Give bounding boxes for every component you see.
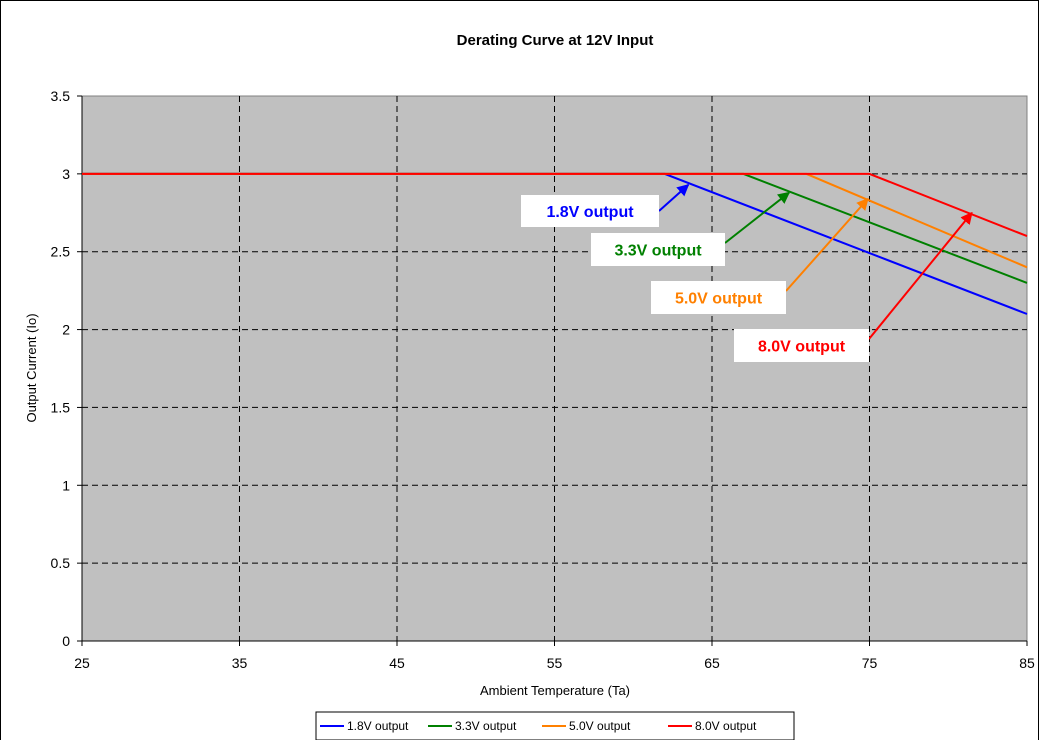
x-tick-label: 55: [547, 655, 563, 671]
annotation-3-3v-output: 3.3V output: [591, 191, 791, 266]
x-tick-label: 35: [232, 655, 248, 671]
y-tick-label: 1.5: [51, 399, 71, 415]
annotation-label: 3.3V output: [614, 243, 702, 260]
annotation-arrow: [658, 183, 690, 212]
annotation-label: 5.0V output: [675, 291, 763, 308]
legend-label: 5.0V output: [569, 719, 631, 733]
legend-item-8-0v-output: 8.0V output: [668, 719, 757, 733]
x-axis-title: Ambient Temperature (Ta): [480, 683, 630, 698]
annotation-label: 1.8V output: [546, 204, 634, 221]
y-tick-label: 2: [62, 322, 70, 338]
y-tick-label: 0.5: [51, 555, 71, 571]
annotation-box: [734, 329, 869, 362]
y-tick-label: 2.5: [51, 244, 71, 260]
series-line-8-0v-output: [82, 172, 1028, 238]
x-tick-label: 65: [704, 655, 720, 671]
x-tick-label: 75: [862, 655, 878, 671]
y-tick-label: 3: [62, 166, 70, 182]
x-tick-label: 85: [1019, 655, 1035, 671]
legend-label: 8.0V output: [695, 719, 757, 733]
chart-title: Derating Curve at 12V Input: [457, 32, 654, 49]
legend-item-1-8v-output: 1.8V output: [320, 719, 409, 733]
annotation-label: 8.0V output: [758, 339, 846, 356]
axes: 25 35 45 55 65 75 85 0 0.5 1 1.5 2 2.5 3 3.5: [51, 88, 1035, 671]
annotation-5-0v-output: 5.0V output: [651, 197, 869, 314]
y-tick-label: 1: [62, 477, 70, 493]
annotations: 1.8V output 3.3V output 5.0V output 8.0V ou…: [521, 183, 973, 362]
y-tick-label: 3.5: [51, 88, 71, 104]
y-tick-label: 0: [62, 633, 70, 649]
x-tick-label: 45: [389, 655, 405, 671]
legend-item-5-0v-output: 5.0V output: [542, 719, 631, 733]
legend-label: 1.8V output: [347, 719, 409, 733]
x-tick-label: 25: [74, 655, 90, 671]
annotation-1-8v-output: 1.8V output: [521, 183, 690, 227]
annotation-box: [651, 281, 786, 314]
annotation-arrow: [785, 197, 869, 292]
grid-lines: [82, 96, 1027, 641]
legend: 1.8V output 3.3V output 5.0V output 8.0V ou…: [315, 711, 795, 740]
y-axis-title: Output Current (Io): [24, 313, 39, 422]
legend-item-3-3v-output: 3.3V output: [428, 719, 517, 733]
annotation-box: [591, 233, 725, 266]
annotation-arrow: [724, 191, 791, 244]
legend-label: 3.3V output: [455, 719, 517, 733]
annotation-8-0v-output: 8.0V output: [734, 211, 973, 362]
annotation-arrow: [868, 211, 973, 340]
annotation-box: [521, 195, 659, 227]
